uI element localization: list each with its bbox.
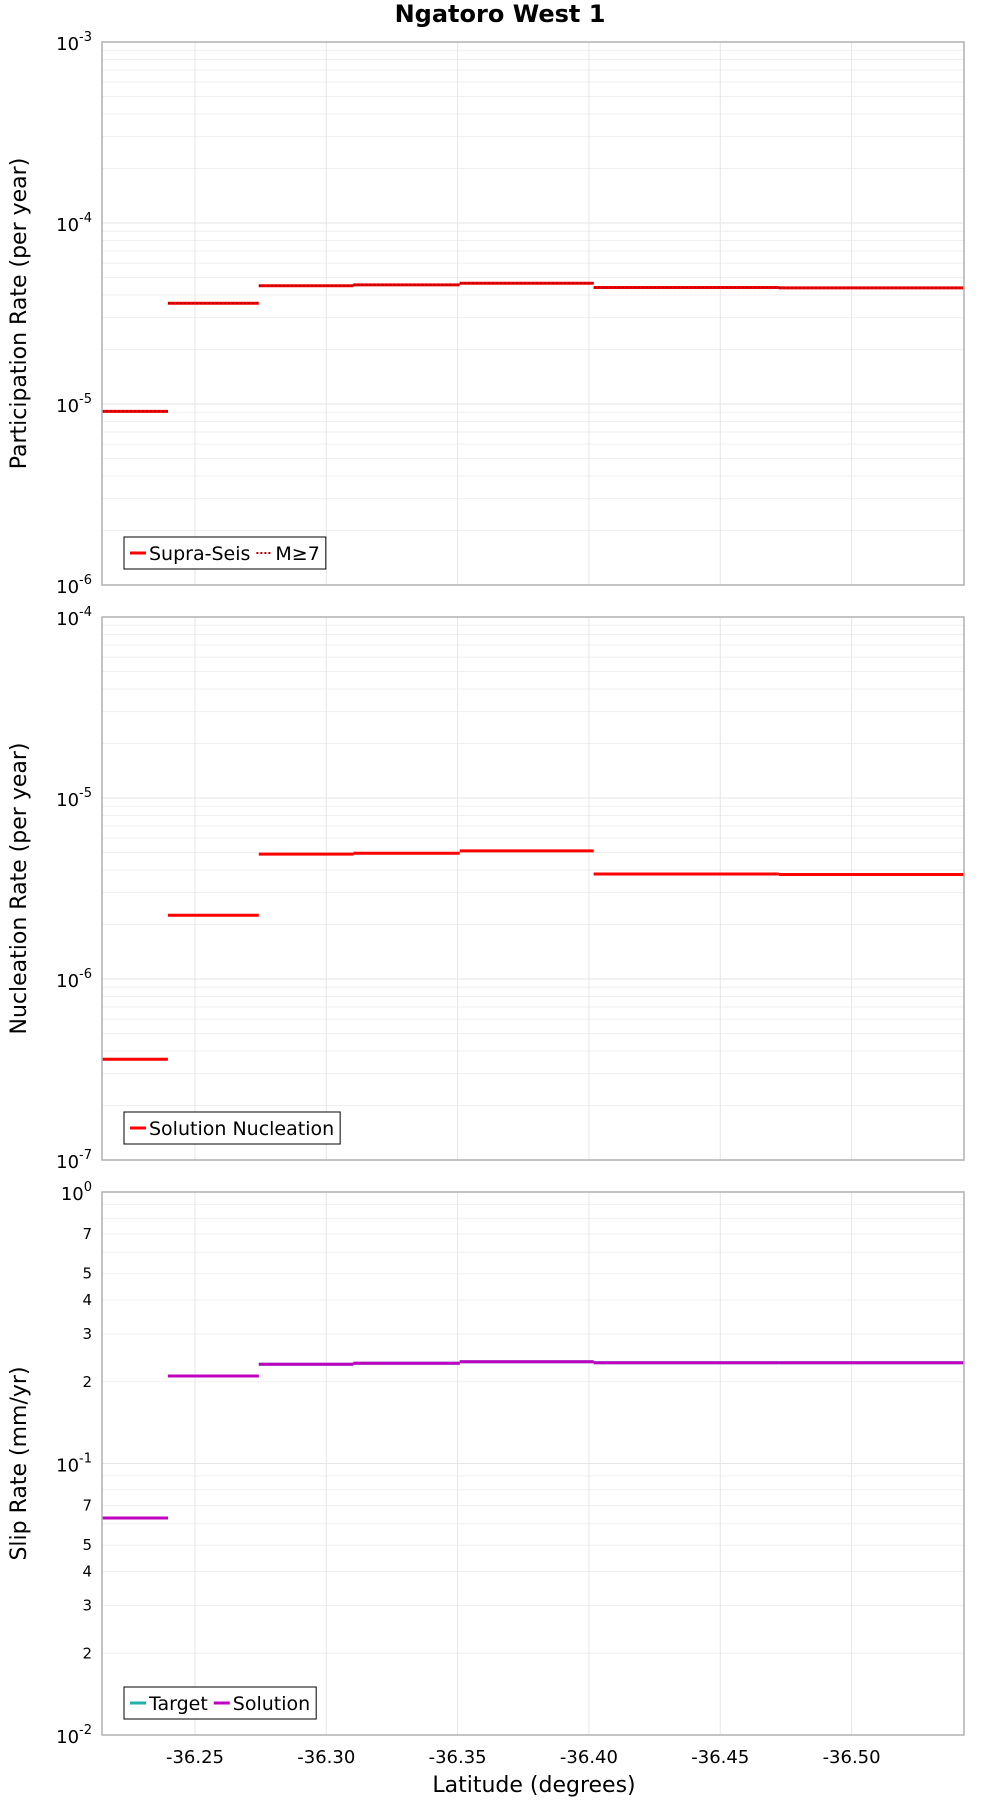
y-minor-tick-label: 3 <box>82 1596 92 1614</box>
y-tick-label: 10-5 <box>56 392 92 417</box>
chart-panel-3: 10-2 10-1 100 2 3 4 5 7 2 3 4 5 7 Slip Rate (mm/yr) Ta… <box>7 1180 965 1748</box>
y-axis-title: Slip Rate (mm/yr) <box>7 1366 32 1560</box>
plot-frame <box>101 41 965 586</box>
legend-label: M≥7 <box>275 543 319 565</box>
y-minor-tick-label: 2 <box>82 1644 92 1662</box>
legend-label: Target <box>148 1693 208 1715</box>
series-m-7 <box>102 282 964 413</box>
panels: 10-6 10-5 10-4 10-3 Participation Rate (per … <box>7 30 965 1768</box>
y-tick-label: 10-6 <box>56 573 92 598</box>
legend-frame <box>123 1111 341 1145</box>
y-tick-label: 10-3 <box>56 30 92 55</box>
y-minor-tick-label: 4 <box>82 1291 92 1309</box>
plot-area <box>102 617 964 1160</box>
x-tick-label: -36.40 <box>560 1747 618 1768</box>
series-solution-nucleation <box>102 849 964 1061</box>
y-tick-label: 10-7 <box>56 1148 92 1173</box>
legend-item: Solution Nucleation <box>130 1118 334 1140</box>
y-minor-tick-label: 2 <box>82 1373 92 1391</box>
legend: Target Solution <box>123 1686 317 1720</box>
y-tick-label: 10-5 <box>56 786 92 811</box>
y-tick-label: 10-6 <box>56 967 92 992</box>
legend-item: Solution <box>213 1693 310 1715</box>
y-axis-title: Participation Rate (per year) <box>7 158 32 470</box>
legend-label: Solution <box>233 1693 310 1715</box>
y-tick-label: 10-1 <box>56 1452 92 1477</box>
legend-item: Target <box>130 1693 208 1715</box>
y-minor-tick-label: 7 <box>82 1225 92 1243</box>
legend-label: Solution Nucleation <box>149 1118 334 1140</box>
legend-item: Supra-Seis <box>130 543 250 565</box>
x-tick-label: -36.25 <box>166 1747 224 1768</box>
x-tick-label: -36.45 <box>691 1747 749 1768</box>
legend-item: M≥7 <box>256 543 320 565</box>
y-minor-tick-label: 4 <box>82 1563 92 1581</box>
y-axis-title: Nucleation Rate (per year) <box>7 743 32 1035</box>
chart-panel-2: 10-7 10-6 10-5 10-4 Nucleation Rate (per yea… <box>7 605 965 1173</box>
legend-label: Supra-Seis <box>149 543 250 565</box>
chart-title: Ngatoro West 1 <box>395 0 606 28</box>
y-minor-tick-label: 5 <box>82 1265 92 1283</box>
plot-frame <box>101 1191 965 1736</box>
x-axis-title: Latitude (degrees) <box>432 1773 635 1798</box>
y-tick-label: 10-2 <box>56 1723 92 1748</box>
y-tick-label: 10-4 <box>56 211 92 236</box>
y-minor-tick-label: 5 <box>82 1536 92 1554</box>
y-tick-label: 10-4 <box>56 605 92 630</box>
legend: Solution Nucleation <box>123 1111 341 1145</box>
series-solution <box>102 1360 964 1520</box>
x-tick-label: -36.50 <box>823 1747 881 1768</box>
x-tick-label: -36.35 <box>429 1747 487 1768</box>
x-tick-label: -36.30 <box>297 1747 355 1768</box>
y-minor-tick-label: 3 <box>82 1325 92 1343</box>
legend: Supra-Seis M≥7 <box>123 536 327 570</box>
y-minor-tick-label: 7 <box>82 1497 92 1515</box>
legend-frame <box>123 536 327 570</box>
y-tick-label: 100 <box>61 1180 92 1205</box>
chart-panel-1: 10-6 10-5 10-4 10-3 Participation Rate (per … <box>7 30 965 598</box>
plot-frame <box>101 616 965 1161</box>
plot-area <box>102 42 964 585</box>
